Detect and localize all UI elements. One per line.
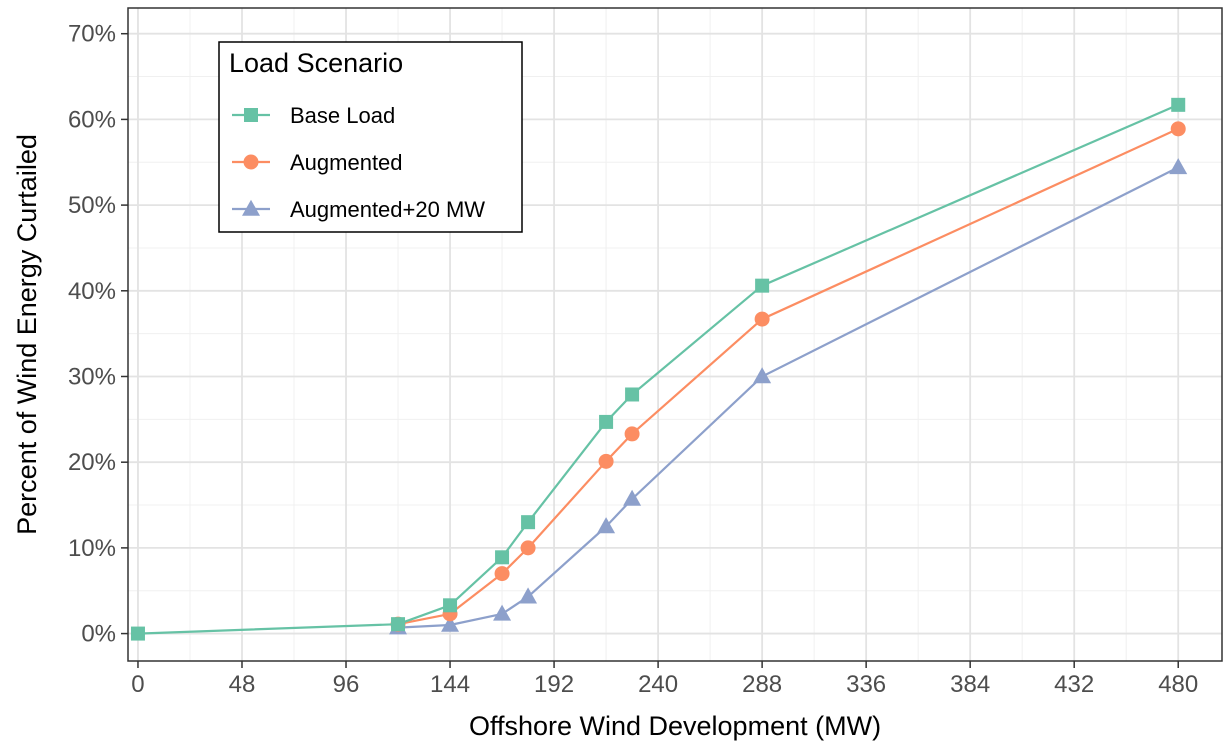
legend-key-marker — [243, 154, 259, 170]
series-circle — [390, 121, 1186, 632]
data-point — [753, 367, 772, 384]
x-tick-label: 240 — [638, 671, 678, 698]
data-point — [494, 566, 510, 582]
legend-items: Base Load Augmented Augmented+20 MW — [232, 103, 485, 222]
data-point — [625, 387, 640, 402]
y-tick-label: 40% — [68, 278, 116, 305]
data-point — [623, 489, 642, 506]
minor-gridlines — [128, 8, 1222, 661]
x-tick-label: 288 — [742, 671, 782, 698]
data-point — [754, 311, 770, 327]
x-tick-label: 48 — [229, 671, 256, 698]
legend-item: Base Load — [232, 103, 395, 128]
legend-label: Augmented+20 MW — [290, 197, 485, 222]
data-point — [391, 617, 406, 632]
data-point — [597, 517, 616, 534]
x-tick-label: 432 — [1054, 671, 1094, 698]
data-point — [521, 515, 536, 530]
data-point — [495, 550, 510, 565]
y-axis: 0% 10% 20% 30% 40% 50% 60% 70% — [68, 21, 128, 648]
series-square — [130, 97, 1186, 641]
series-triangle — [389, 158, 1188, 635]
legend: Load Scenario Base Load Augmented Augmente… — [218, 41, 523, 233]
data-point — [493, 604, 512, 621]
y-tick-label: 20% — [68, 449, 116, 476]
x-tick-label: 144 — [430, 671, 470, 698]
data-point — [519, 587, 538, 604]
y-tick-label: 50% — [68, 192, 116, 219]
legend-label: Augmented — [290, 150, 403, 175]
x-axis-title: Offshore Wind Development (MW) — [469, 711, 881, 741]
y-tick-label: 70% — [68, 21, 116, 48]
x-tick-label: 0 — [131, 671, 144, 698]
legend-key-marker — [244, 108, 258, 122]
data-point — [443, 598, 458, 613]
y-axis-title: Percent of Wind Energy Curtailed — [12, 134, 42, 535]
plot-panel-border — [127, 7, 1223, 662]
data-point — [624, 426, 640, 442]
legend-item: Augmented+20 MW — [232, 197, 485, 222]
y-tick-label: 60% — [68, 106, 116, 133]
legend-label: Base Load — [290, 103, 395, 128]
data-point — [520, 540, 536, 556]
data-point — [1169, 158, 1188, 175]
series-layer — [130, 97, 1188, 641]
data-point — [130, 626, 145, 641]
data-point — [598, 453, 614, 469]
data-point — [1171, 97, 1186, 112]
x-tick-label: 480 — [1158, 671, 1198, 698]
x-tick-label: 336 — [846, 671, 886, 698]
y-tick-label: 0% — [81, 621, 116, 648]
x-tick-label: 192 — [534, 671, 574, 698]
data-point — [599, 414, 614, 429]
legend-key-marker — [242, 199, 260, 216]
legend-item: Augmented — [232, 150, 403, 175]
data-point — [1170, 121, 1186, 137]
legend-box — [218, 41, 523, 233]
legend-title: Load Scenario — [229, 48, 403, 78]
x-tick-label: 384 — [950, 671, 990, 698]
series-line — [397, 166, 1179, 629]
x-tick-label: 96 — [333, 671, 360, 698]
data-point — [441, 615, 460, 632]
y-tick-label: 10% — [68, 535, 116, 562]
y-tick-label: 30% — [68, 363, 116, 390]
series-line — [397, 127, 1179, 626]
x-axis: 0 48 96 144 192 240 288 336 384 432 480 — [131, 661, 1198, 698]
data-point — [755, 278, 770, 293]
